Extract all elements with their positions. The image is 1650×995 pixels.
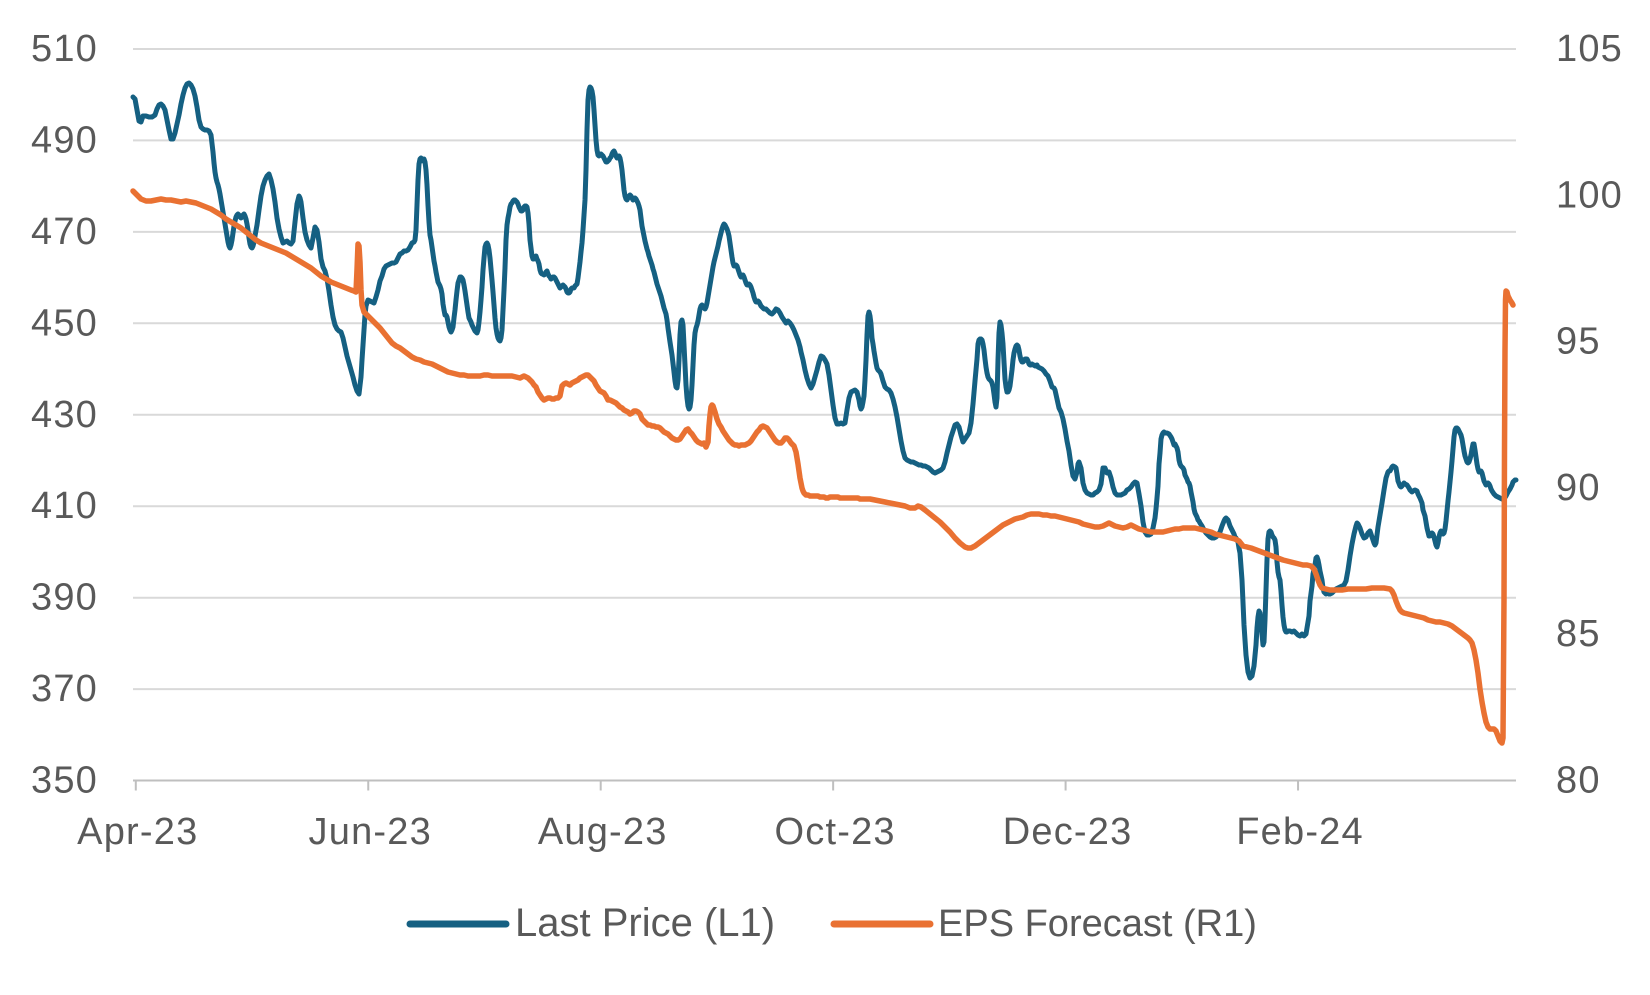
svg-text:490: 490 <box>31 119 98 161</box>
svg-text:90: 90 <box>1556 467 1601 509</box>
svg-text:Aug-23: Aug-23 <box>538 811 668 853</box>
svg-text:Jun-23: Jun-23 <box>309 811 432 853</box>
svg-text:350: 350 <box>31 760 98 802</box>
svg-text:Dec-23: Dec-23 <box>1003 811 1133 853</box>
svg-text:470: 470 <box>31 211 98 253</box>
svg-text:85: 85 <box>1556 613 1601 655</box>
svg-text:Feb-24: Feb-24 <box>1236 811 1364 853</box>
svg-text:100: 100 <box>1556 174 1623 216</box>
svg-text:Apr-23: Apr-23 <box>77 811 198 853</box>
svg-text:80: 80 <box>1556 760 1601 802</box>
svg-text:EPS Forecast (R1): EPS Forecast (R1) <box>938 903 1257 945</box>
svg-text:430: 430 <box>31 394 98 436</box>
svg-text:390: 390 <box>31 577 98 619</box>
svg-text:95: 95 <box>1556 321 1601 363</box>
svg-text:105: 105 <box>1556 28 1623 70</box>
svg-text:Oct-23: Oct-23 <box>775 811 896 853</box>
svg-text:370: 370 <box>31 668 98 710</box>
svg-text:450: 450 <box>31 302 98 344</box>
svg-text:410: 410 <box>31 485 98 527</box>
svg-text:510: 510 <box>31 28 98 70</box>
svg-text:Last Price (L1): Last Price (L1) <box>515 901 775 945</box>
